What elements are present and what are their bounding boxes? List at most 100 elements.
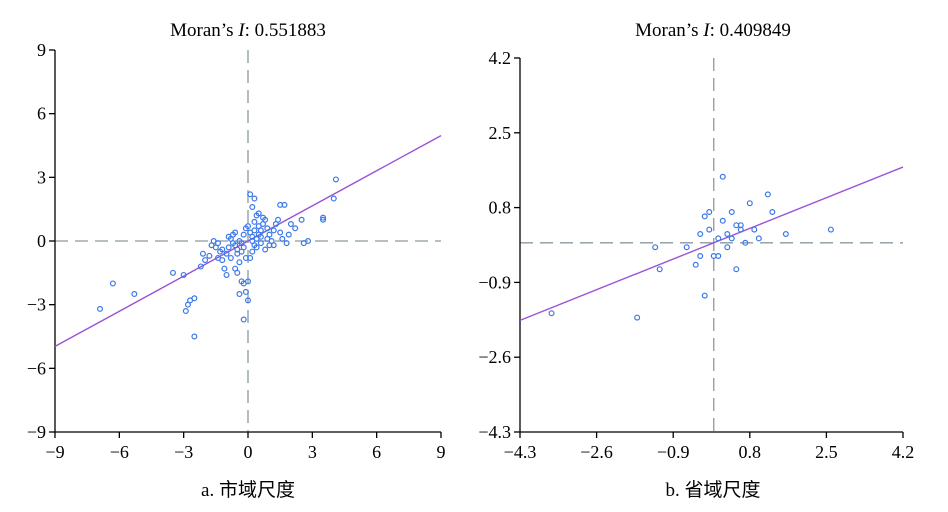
data-point [131,291,138,298]
x-tick-label: 9 [437,442,446,462]
data-point [249,233,256,240]
data-point [719,173,726,180]
data-point [223,250,230,257]
data-point [548,310,555,317]
x-tick-label: −4.3 [504,442,537,462]
data-point [769,209,776,216]
data-point [701,292,708,299]
data-point [260,214,267,221]
panel-b: Moran’s I: 0.409849 b. 省域尺度 −4.3 −2.6 −0.9… [478,20,914,501]
data-point [229,240,236,247]
data-point [656,266,663,273]
data-point [247,254,254,261]
panel-a-title: Moran’s I: 0.551883 [170,20,326,41]
data-point [728,235,735,242]
regression-line [519,166,904,321]
data-point [208,242,215,249]
y-tick-label: −4.3 [478,422,511,442]
data-point [706,226,713,233]
data-point [214,254,221,261]
data-point [242,288,249,295]
y-tick-label: 4.2 [489,48,512,68]
data-point [300,240,307,247]
data-point [191,295,198,302]
y-tick-label: −0.9 [478,272,511,292]
data-point [255,223,262,230]
data-point [697,253,704,260]
data-point [247,191,254,198]
data-point [724,231,731,238]
data-point [236,291,243,298]
data-point [249,248,256,255]
data-point [283,240,290,247]
data-point [751,226,758,233]
data-point [249,204,256,211]
x-tick-label: 2.5 [815,442,838,462]
x-tick-label: 6 [372,442,381,462]
data-point [191,333,198,340]
panel-a-caption: a. 市域尺度 [201,479,295,501]
data-point [330,195,337,202]
data-point [277,229,284,236]
data-point [109,280,116,287]
data-point [206,252,213,259]
data-point [270,227,277,234]
data-point [827,226,834,233]
data-point [180,271,187,278]
data-point [287,221,294,228]
data-point [737,222,744,229]
data-point [236,238,243,245]
y-tick-label: −6 [27,358,46,378]
data-point [253,244,260,251]
regression-line [54,134,442,348]
data-point [706,209,713,216]
x-tick-label: −0.9 [657,442,690,462]
data-point [257,233,264,240]
data-point [255,210,262,217]
data-point [764,191,771,198]
data-point [238,278,245,285]
data-point [332,176,339,183]
x-tick-label: −6 [110,442,129,462]
panel-b-caption: b. 省域尺度 [665,479,760,501]
data-point [245,223,252,230]
data-point [223,271,230,278]
data-point [292,225,299,232]
data-point [724,244,731,251]
y-tick-label: −2.6 [478,347,511,367]
data-point [298,216,305,223]
data-point [225,244,232,251]
data-point [634,314,641,321]
data-point [701,213,708,220]
data-point [197,263,204,270]
data-point [755,235,762,242]
x-tick-label: −9 [45,442,64,462]
data-point [728,209,735,216]
data-point [97,305,104,312]
data-point [719,217,726,224]
data-point [320,214,327,221]
y-tick-label: 0.8 [489,198,512,218]
x-tick-label: 0.8 [739,442,762,462]
data-point [245,297,252,304]
x-tick-label: 4.2 [892,442,915,462]
data-point [285,231,292,238]
data-point [234,269,241,276]
y-tick-label: 6 [37,104,46,124]
y-tick-label: 2.5 [489,123,512,143]
y-tick-label: −9 [27,422,46,442]
data-point [697,231,704,238]
data-point [683,244,690,251]
data-point [715,253,722,260]
data-point [236,259,243,266]
data-point [199,250,206,257]
data-point [652,244,659,251]
data-point [733,266,740,273]
data-point [225,233,232,240]
data-point [169,269,176,276]
y-tick-label: −3 [27,295,46,315]
data-point [264,225,271,232]
data-point [221,265,228,272]
x-tick-label: −2.6 [580,442,613,462]
